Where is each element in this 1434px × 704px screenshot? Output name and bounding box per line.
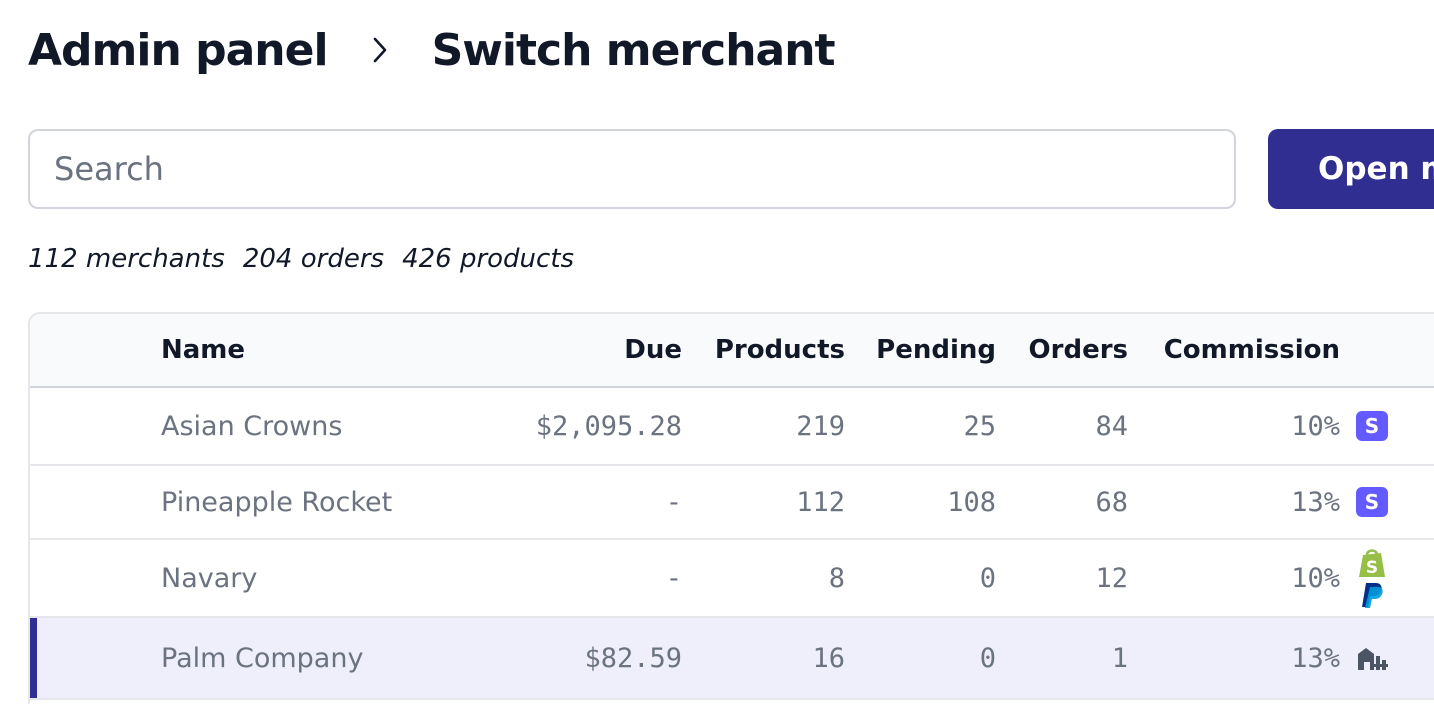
products-count: 8: [828, 562, 845, 594]
commission-rate: 13%: [1291, 486, 1340, 518]
products-count: 112: [796, 486, 845, 518]
column-header-commission[interactable]: Commission: [1163, 335, 1340, 365]
breadcrumb-admin-panel[interactable]: Admin panel: [28, 24, 329, 76]
due-amount: $2,095.28: [535, 410, 682, 442]
due-amount: -: [665, 562, 682, 594]
pending-count: 0: [979, 562, 996, 594]
column-header-pending[interactable]: Pending: [876, 335, 996, 365]
merchant-name: Asian Crowns: [161, 410, 343, 442]
payment-provider: S: [1352, 388, 1392, 464]
open-merchant-button[interactable]: Open m: [1268, 129, 1434, 209]
column-header-name[interactable]: Name: [161, 335, 246, 365]
merchant-name: Palm Company: [161, 642, 364, 674]
column-header-orders[interactable]: Orders: [1028, 335, 1128, 365]
store-icon: [1358, 648, 1388, 670]
payment-provider: S: [1352, 466, 1392, 538]
breadcrumb: Admin panel Switch merchant: [28, 20, 836, 80]
search-input[interactable]: [28, 129, 1236, 209]
svg-text:S: S: [1365, 415, 1379, 437]
shopify-icon: S: [1359, 549, 1385, 578]
product-count: 426 products: [402, 244, 575, 274]
column-header-due[interactable]: Due: [624, 335, 682, 365]
orders-count: 68: [1095, 486, 1128, 518]
merchant-name: Navary: [161, 562, 258, 594]
commission-rate: 10%: [1291, 562, 1340, 594]
orders-count: 84: [1095, 410, 1128, 442]
stats-summary: 112 merchants 204 orders 426 products: [28, 244, 574, 280]
due-amount: $82.59: [584, 642, 682, 674]
payment-provider: S: [1352, 540, 1392, 616]
products-count: 16: [812, 642, 845, 674]
table-header: Name Due Products Pending Orders Commiss…: [30, 314, 1434, 388]
order-count: 204 orders: [242, 244, 385, 274]
pending-count: 0: [979, 642, 996, 674]
column-header-products[interactable]: Products: [714, 335, 845, 365]
merchant-count: 112 merchants: [28, 244, 225, 274]
chevron-right-icon: [328, 20, 432, 80]
pending-count: 25: [963, 410, 996, 442]
products-count: 219: [796, 410, 845, 442]
page-title: Switch merchant: [431, 24, 836, 76]
table-row[interactable]: Navary - 8 0 12 10% S: [30, 540, 1434, 618]
payment-provider: [1352, 618, 1392, 698]
orders-count: 12: [1095, 562, 1128, 594]
due-amount: -: [665, 486, 682, 518]
merchant-table: Name Due Products Pending Orders Commiss…: [28, 312, 1434, 704]
table-row[interactable]: Pineapple Rocket - 112 108 68 13% S: [30, 466, 1434, 540]
svg-text:S: S: [1366, 558, 1378, 578]
selected-indicator: [30, 618, 37, 698]
table-row[interactable]: Asian Crowns $2,095.28 219 25 84 10% S: [30, 388, 1434, 466]
table-row[interactable]: Palm Company $82.59 16 0 1 13%: [30, 618, 1434, 700]
merchant-name: Pineapple Rocket: [161, 486, 393, 518]
stripe-icon: S: [1356, 487, 1388, 517]
orders-count: 1: [1111, 642, 1128, 674]
pending-count: 108: [947, 486, 996, 518]
paypal-icon: [1362, 583, 1383, 608]
stripe-icon: S: [1356, 411, 1388, 441]
commission-rate: 10%: [1291, 410, 1340, 442]
commission-rate: 13%: [1291, 642, 1340, 674]
svg-text:S: S: [1365, 491, 1379, 513]
